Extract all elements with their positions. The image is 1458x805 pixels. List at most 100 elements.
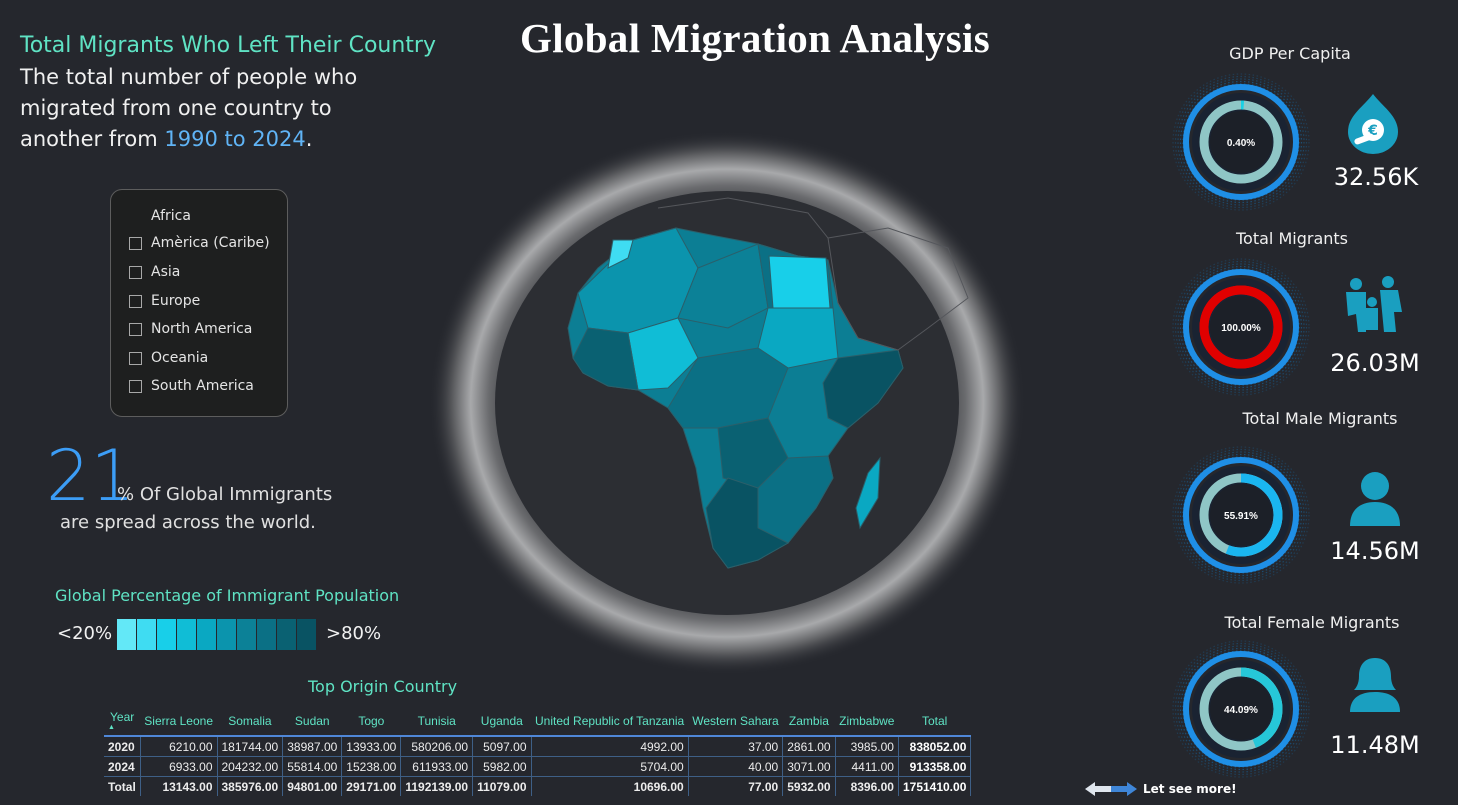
slicer-item-africa[interactable]: Africa [129, 205, 191, 227]
table-cell: 4992.00 [531, 736, 689, 757]
table-cell: 385976.00 [217, 776, 284, 796]
checkbox[interactable] [129, 379, 142, 393]
region-slicer: Africa Amèrica (Caribe) Asia Europe Nort… [110, 189, 288, 417]
gauge-value-arc [1199, 667, 1283, 751]
table-cell: 1192139.00 [400, 776, 474, 796]
gauge-glow-ring [1177, 451, 1305, 579]
gauge-glow-ring [1179, 647, 1303, 771]
kpi-title-female: Total Female Migrants [1224, 613, 1400, 632]
gauge-center [1210, 484, 1272, 546]
gauge-glow-ring [1172, 640, 1310, 778]
slicer-item-label: Asia [151, 264, 181, 280]
table-cell: 204232.00 [217, 756, 284, 777]
column-header[interactable]: Zambia [782, 706, 836, 737]
checkbox[interactable] [129, 236, 142, 250]
gauge-glow-ring [1172, 73, 1310, 211]
africa-map[interactable] [428, 128, 1026, 678]
gauge-glow-ring [1179, 80, 1303, 204]
table-cell: 55814.00 [282, 756, 343, 777]
checkbox[interactable] [129, 351, 142, 365]
gauge-label: 55.91% [1224, 511, 1258, 522]
gauge-label: 0.40% [1227, 138, 1255, 149]
column-header[interactable]: Uganda [472, 706, 531, 737]
column-header[interactable]: Sudan [282, 706, 342, 737]
table-cell: 15238.00 [341, 756, 402, 777]
total-migrants-gauge: 100.00% [1172, 258, 1310, 396]
gauge-center [1210, 678, 1272, 740]
intro-heading: Total Migrants Who Left Their Country [20, 33, 436, 58]
slicer-item-north-america[interactable]: North America [129, 318, 252, 340]
column-header[interactable]: United Republic of Tanzania [531, 706, 689, 737]
column-header[interactable]: Total [898, 706, 971, 737]
europe-outline [657, 197, 829, 239]
table-row: 2020 6210.00 181744.00 38987.00 13933.00 5802… [104, 736, 972, 757]
table-cell: 611933.00 [400, 756, 474, 777]
gauge-glow-ring [1174, 260, 1308, 394]
gauge-center [1210, 296, 1272, 358]
legend-swatch [197, 619, 216, 650]
gauge-glow-ring [1172, 446, 1310, 584]
see-more-label: Let see more! [1143, 782, 1237, 796]
legend-low-label: <20% [57, 623, 113, 644]
column-header[interactable]: Western Sahara [688, 706, 783, 737]
slicer-item-america-caribe[interactable]: Amèrica (Caribe) [129, 232, 270, 254]
table-cell: 29171.00 [341, 776, 402, 796]
table-cell: 5097.00 [472, 736, 532, 757]
table-cell: 4411.00 [835, 756, 899, 777]
column-header[interactable]: Sierra Leone [140, 706, 217, 737]
table-cell: 2861.00 [782, 736, 836, 757]
page-title: Global Migration Analysis [520, 15, 990, 61]
slicer-item-label: Africa [151, 208, 191, 224]
gauge-value-arc [1199, 473, 1283, 557]
slicer-item-asia[interactable]: Asia [129, 261, 180, 283]
slicer-item-label: Oceania [151, 350, 209, 366]
table-cell: 94801.00 [282, 776, 343, 796]
gauge-glow-ring [1174, 448, 1308, 582]
table-cell: 10696.00 [531, 776, 689, 796]
checkbox[interactable] [129, 322, 142, 336]
table-cell: 13143.00 [140, 776, 218, 796]
legend-swatch [297, 619, 316, 650]
slicer-item-europe[interactable]: Europe [129, 290, 200, 312]
column-header-year[interactable]: Year ▲ [104, 706, 141, 737]
legend-swatch [237, 619, 256, 650]
table-total-row: Total 13143.00 385976.00 94801.00 29171.00 11… [104, 776, 972, 796]
column-header[interactable]: Togo [341, 706, 401, 737]
table-cell: 13933.00 [341, 736, 402, 757]
checkbox[interactable] [129, 294, 142, 308]
column-header[interactable]: Somalia [217, 706, 283, 737]
legend-color-scale [117, 619, 317, 650]
sort-ascending-icon[interactable]: ▲ [108, 724, 115, 731]
male-migrants-gauge: 55.91% [1172, 446, 1310, 584]
kpi-value-gdp: 32.56K [1333, 163, 1419, 191]
slicer-item-oceania[interactable]: Oceania [129, 347, 208, 369]
table-cell: 3985.00 [835, 736, 899, 757]
table-cell: 838052.00 [898, 736, 972, 757]
table-cell: 3071.00 [782, 756, 836, 777]
slicer-item-label: Amèrica (Caribe) [151, 235, 270, 251]
kpi-value-male: 14.56M [1330, 537, 1420, 565]
column-header[interactable]: Tunisia [400, 706, 473, 737]
table-cell: 38987.00 [282, 736, 343, 757]
see-more-button[interactable]: Let see more! [1085, 781, 1237, 797]
checkbox[interactable] [129, 265, 142, 279]
africa-countries [567, 227, 904, 569]
table-cell: 5932.00 [782, 776, 836, 796]
table-header-row: Year ▲ Sierra Leone Somalia Sudan Togo Tu… [104, 706, 971, 737]
slicer-item-label: Europe [151, 293, 201, 309]
table-cell: 40.00 [688, 756, 784, 777]
table-cell: 5982.00 [472, 756, 532, 777]
checkbox-hidden [129, 210, 142, 223]
kpi-value-female: 11.48M [1330, 731, 1420, 759]
female-migrants-gauge: 44.09% [1172, 640, 1310, 778]
middle-east-outline [827, 227, 969, 351]
slicer-item-label: North America [151, 321, 253, 337]
legend-swatch [157, 619, 176, 650]
gauge-glow-ring [1174, 75, 1308, 209]
female-user-icon [1350, 658, 1400, 712]
column-header[interactable]: Zimbabwe [835, 706, 899, 737]
slicer-item-south-america[interactable]: South America [129, 375, 254, 397]
gauge-label: 44.09% [1224, 705, 1258, 716]
gauge-glow-ring [1177, 78, 1305, 206]
legend-swatch [277, 619, 296, 650]
